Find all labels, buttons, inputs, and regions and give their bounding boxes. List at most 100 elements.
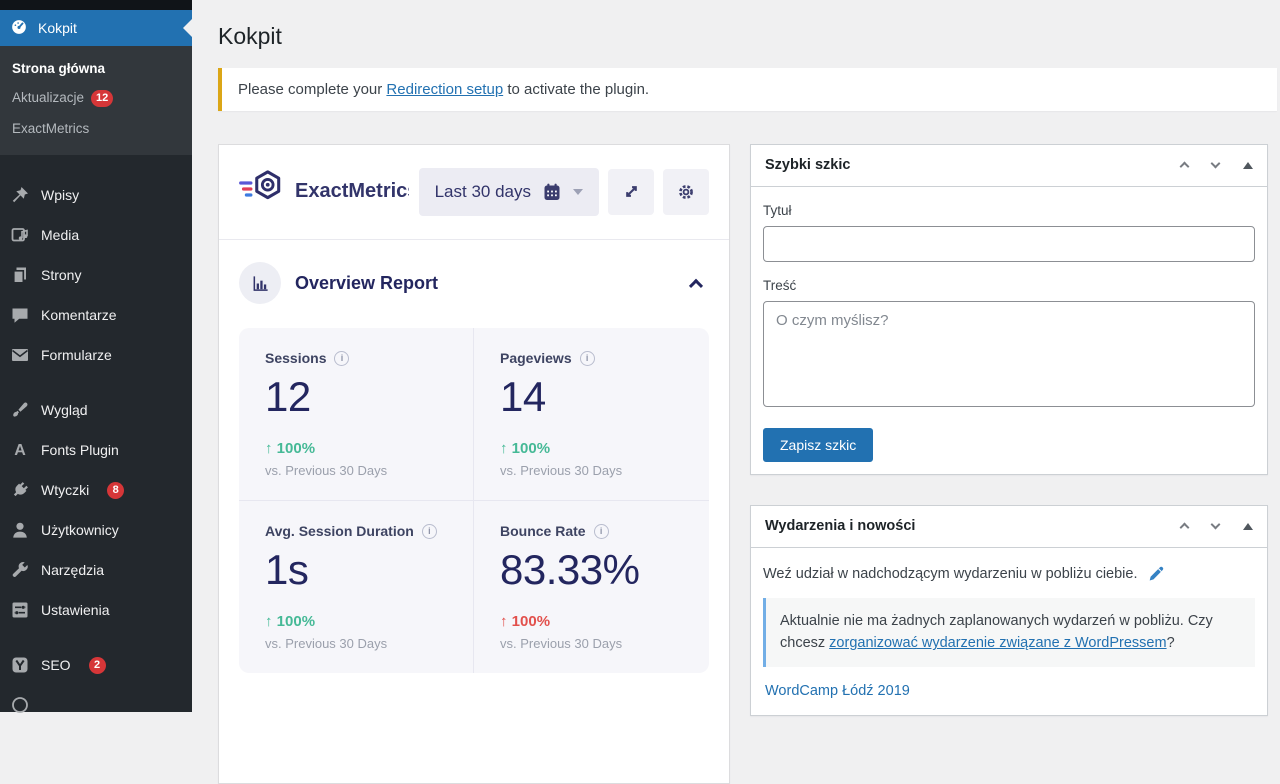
user-icon: [10, 520, 30, 540]
gear-icon: [676, 182, 696, 202]
wrench-icon: [10, 560, 30, 580]
menu-label: Media: [41, 227, 79, 243]
quick-draft-panel: Szybki szkic Tytuł Treść Zapisz szkic: [750, 144, 1268, 475]
updates-count-badge: 12: [91, 90, 113, 107]
stat-value: 83.33%: [500, 547, 683, 593]
sidebar-item-narzedzia[interactable]: Narzędzia: [0, 550, 192, 590]
panel-title: Szybki szkic: [765, 157, 1181, 173]
sidebar-item-strona-glowna[interactable]: Strona główna: [0, 54, 192, 83]
pushpin-icon: [10, 185, 30, 205]
sidebar-item-strony[interactable]: Strony: [0, 255, 192, 295]
menu-label: Wtyczki: [41, 482, 89, 498]
stat-delta: 100%: [277, 440, 315, 457]
sidebar-item-fonts-plugin[interactable]: A Fonts Plugin: [0, 430, 192, 470]
collapse-triangle-icon[interactable]: [1243, 162, 1253, 169]
draft-title-input[interactable]: [763, 226, 1255, 262]
events-panel-header: Wydarzenia i nowości: [751, 506, 1267, 548]
sidebar-item-wpisy[interactable]: Wpisy: [0, 175, 192, 215]
no-events-message: Aktualnie nie ma żadnych zaplanowanych w…: [763, 598, 1255, 667]
date-range-label: Last 30 days: [435, 182, 531, 202]
envelope-icon: [10, 345, 30, 365]
trend-up-arrow: ↑: [500, 440, 508, 457]
yoast-icon: [10, 655, 30, 675]
stat-delta: 100%: [512, 440, 550, 457]
stat-label: Avg. Session Duration: [265, 523, 414, 539]
chevron-down-icon: [573, 189, 583, 195]
exactmetrics-header: ExactMetrics Last 30 days: [219, 145, 729, 240]
stat-avg-session-duration: Avg. Session Durationi 1s ↑ 100% vs. Pre…: [239, 501, 474, 673]
expand-report-button[interactable]: [608, 169, 654, 215]
date-range-button[interactable]: Last 30 days: [419, 168, 599, 216]
stat-delta: 100%: [277, 613, 315, 630]
sidebar-item-wyglad[interactable]: Wygląd: [0, 390, 192, 430]
trend-up-arrow: ↑: [265, 440, 273, 457]
sidebar-item-wtyczki[interactable]: Wtyczki 8: [0, 470, 192, 510]
submenu-label: Aktualizacje: [12, 90, 84, 105]
info-icon[interactable]: i: [594, 524, 609, 539]
stat-value: 12: [265, 374, 447, 420]
sidebar-item-exactmetrics[interactable]: ExactMetrics: [0, 114, 192, 143]
notice-text: to activate the plugin.: [503, 81, 649, 98]
submenu-label: Strona główna: [12, 61, 105, 76]
move-down-icon[interactable]: [1211, 520, 1221, 530]
menu-label: Strony: [41, 267, 81, 283]
media-icon: [10, 225, 30, 245]
info-icon[interactable]: i: [580, 351, 595, 366]
info-icon[interactable]: i: [422, 524, 437, 539]
sidebar-item-ustawienia[interactable]: Ustawienia: [0, 590, 192, 630]
move-up-icon[interactable]: [1180, 523, 1190, 533]
move-up-icon[interactable]: [1180, 162, 1190, 172]
settings-button[interactable]: [663, 169, 709, 215]
sidebar-item-formularze[interactable]: Formularze: [0, 335, 192, 375]
draft-title-label: Tytuł: [763, 203, 1255, 218]
sidebar-item-kokpit[interactable]: Kokpit: [0, 10, 192, 46]
stat-compare: vs. Previous 30 Days: [265, 463, 447, 478]
draft-content-label: Treść: [763, 278, 1255, 293]
events-news-panel: Wydarzenia i nowości Weź udział w nadcho…: [750, 505, 1268, 716]
stat-compare: vs. Previous 30 Days: [265, 636, 447, 651]
organize-event-link[interactable]: zorganizować wydarzenie związane z WordP…: [829, 635, 1166, 651]
exactmetrics-brand-title: ExactMetrics: [295, 180, 409, 203]
exactmetrics-logo-icon: [239, 169, 285, 214]
save-draft-button[interactable]: Zapisz szkic: [763, 428, 873, 462]
overview-stats-grid: Sessionsi 12 ↑ 100% vs. Previous 30 Days…: [239, 328, 709, 673]
exactmetrics-widget: ExactMetrics Last 30 days: [218, 144, 730, 784]
bar-chart-icon: [239, 262, 281, 304]
report-title: Overview Report: [295, 273, 677, 294]
move-down-icon[interactable]: [1211, 159, 1221, 169]
letter-a-icon: A: [10, 440, 30, 460]
sidebar-item-komentarze[interactable]: Komentarze: [0, 295, 192, 335]
sidebar-item-seo[interactable]: SEO2: [0, 645, 192, 685]
plug-icon: [10, 480, 30, 500]
info-icon[interactable]: i: [334, 351, 349, 366]
collapse-chevron-up-icon[interactable]: [689, 279, 703, 293]
admin-sidebar: Kokpit Strona główna Aktualizacje 12 Exac…: [0, 0, 192, 712]
stat-compare: vs. Previous 30 Days: [500, 636, 683, 651]
overview-report-header[interactable]: Overview Report: [219, 240, 729, 326]
stat-compare: vs. Previous 30 Days: [500, 463, 683, 478]
sidebar-item-label: Kokpit: [38, 20, 77, 36]
calendar-icon: [542, 182, 562, 202]
comment-icon: [10, 305, 30, 325]
events-intro-text: Weź udział w nadchodzącym wydarzeniu w p…: [763, 566, 1138, 582]
menu-label: Użytkownicy: [41, 522, 119, 538]
redirection-setup-link[interactable]: Redirection setup: [386, 81, 503, 98]
sliders-icon: [10, 600, 30, 620]
stat-bounce-rate: Bounce Ratei 83.33% ↑ 100% vs. Previous …: [474, 501, 709, 673]
collapse-triangle-icon[interactable]: [1243, 523, 1253, 530]
panel-title: Wydarzenia i nowości: [765, 518, 1181, 534]
menu-label: SEO: [41, 657, 71, 673]
stat-label: Pageviews: [500, 350, 572, 366]
wordcamp-event-link[interactable]: WordCamp Łódź 2019: [763, 667, 1255, 703]
sidebar-item-aktualizacje[interactable]: Aktualizacje 12: [0, 83, 192, 114]
menu-label: Fonts Plugin: [41, 442, 119, 458]
draft-content-textarea[interactable]: [763, 301, 1255, 407]
admin-notice: Please complete your Redirection setup t…: [218, 68, 1277, 111]
sidebar-item-media[interactable]: Media: [0, 215, 192, 255]
sidebar-item-uzytkownicy[interactable]: Użytkownicy: [0, 510, 192, 550]
edit-pencil-icon[interactable]: [1147, 565, 1165, 583]
stat-pageviews: Pageviewsi 14 ↑ 100% vs. Previous 30 Day…: [474, 328, 709, 501]
menu-label: Wygląd: [41, 402, 88, 418]
plugins-count-badge: 8: [107, 482, 124, 499]
dashboard-gauge-icon: [10, 18, 28, 39]
